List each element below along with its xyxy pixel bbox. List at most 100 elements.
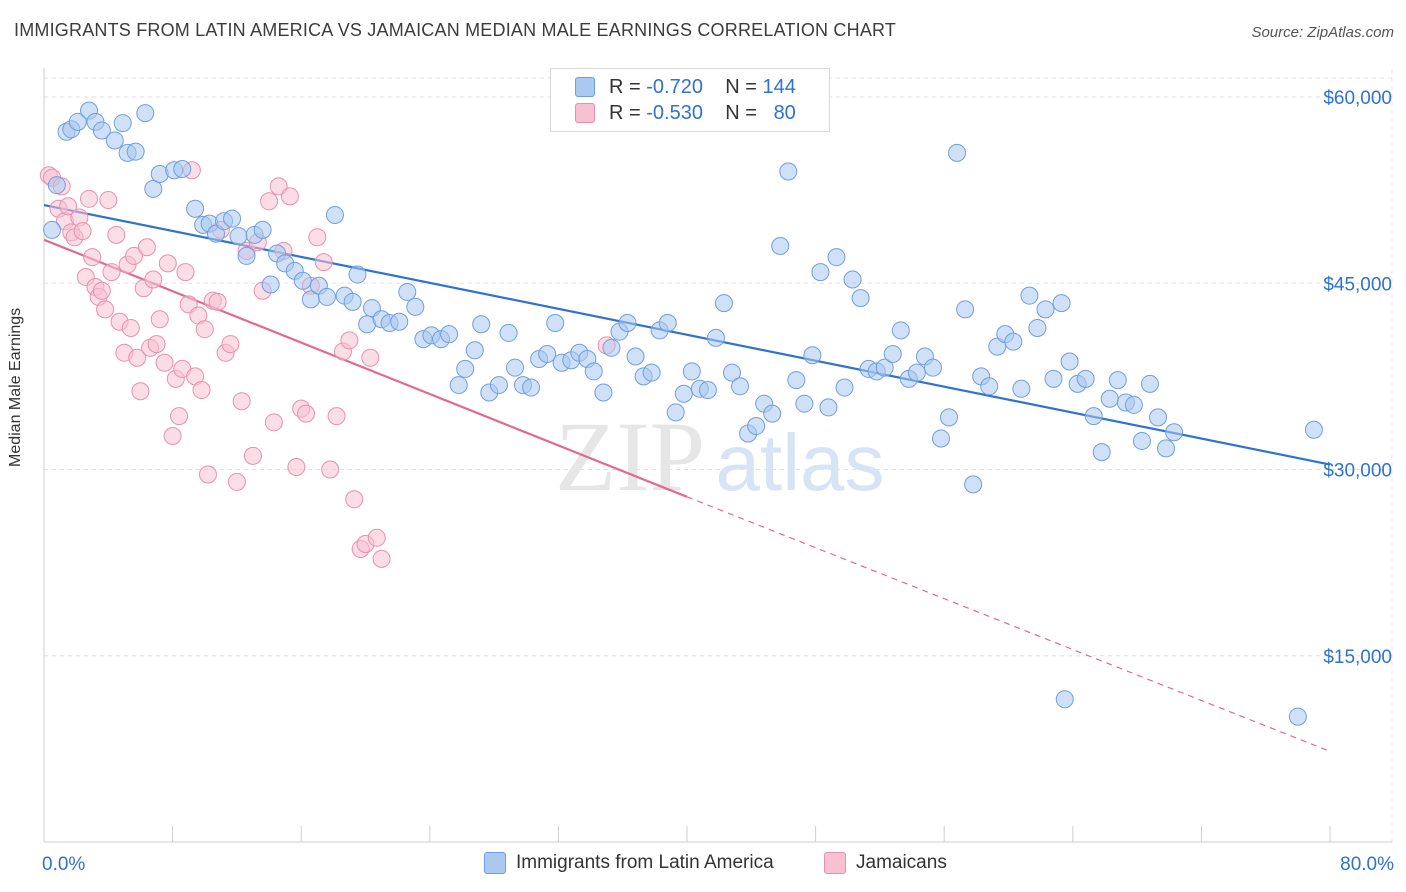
data-point-latin-america [126,142,145,161]
data-point-latin-america [787,371,806,390]
data-point-jamaicans [327,407,346,426]
data-point-jamaicans [59,197,78,216]
data-point-jamaicans [131,382,150,401]
data-point-latin-america [1132,431,1151,450]
data-point-latin-america [1304,420,1323,439]
source-label: Source: ZipAtlas.com [1251,24,1394,41]
data-point-jamaicans [121,318,140,337]
legend-item-jamaicans: Jamaicans [824,852,947,874]
data-point-latin-america [827,248,846,267]
data-point-jamaicans [232,392,251,411]
data-point-jamaicans [287,458,306,477]
data-point-latin-america [1060,352,1079,371]
data-point-latin-america [795,394,814,413]
data-point-latin-america [1140,374,1159,393]
data-point-jamaicans [170,407,189,426]
data-point-latin-america [1004,332,1023,351]
data-point-jamaicans [73,222,92,241]
data-point-latin-america [731,377,750,396]
data-point-latin-america [907,363,926,382]
data-point-latin-america [1108,371,1127,390]
data-point-latin-america [538,345,557,364]
data-point-jamaicans [264,413,283,432]
data-point-latin-america [1092,443,1111,462]
data-point-latin-america [851,289,870,308]
legend-r-label: R = [609,101,641,124]
data-point-latin-america [1124,395,1143,414]
data-point-jamaicans [221,335,240,354]
data-point-jamaicans [340,331,359,350]
data-point-latin-america [747,417,766,436]
data-point-latin-america [92,121,111,140]
data-point-jamaicans [147,335,166,354]
y-tick-label: $60,000 [1323,88,1392,109]
data-point-latin-america [698,381,717,400]
data-point-jamaicans [260,192,279,211]
data-point-latin-america [505,358,524,377]
data-point-jamaicans [128,348,147,367]
trend-line-jamaicans-extrapolated [686,496,1331,752]
data-point-jamaicans [367,528,386,547]
chart-title: IMMIGRANTS FROM LATIN AMERICA VS JAMAICA… [14,20,897,40]
data-point-latin-america [964,475,983,494]
data-point-jamaicans [163,426,182,445]
data-point-latin-america [398,282,417,301]
data-point-latin-america [1288,707,1307,726]
data-point-latin-america [779,162,798,181]
data-point-latin-america [348,265,367,284]
axes [43,68,1392,843]
data-point-latin-america [771,237,790,255]
series-latin-america [43,101,1323,726]
data-point-latin-america [980,377,999,396]
data-point-jamaicans [314,253,333,272]
data-point-jamaicans [96,300,115,319]
data-point-latin-america [706,328,725,347]
data-point-latin-america [666,403,685,422]
correlation-legend: R = -0.720 N = 144 R = -0.530 N = 80 [550,68,830,132]
data-point-latin-america [390,312,409,331]
data-point-latin-america [584,362,603,381]
data-point-jamaicans [99,191,118,210]
data-point-latin-america [714,294,733,313]
data-point-jamaicans [372,549,391,568]
y-tick-label: $15,000 [1323,647,1392,668]
data-point-latin-america [1052,294,1071,313]
data-point-latin-america [819,398,838,417]
data-point-latin-america [883,345,902,364]
data-point-latin-america [923,358,942,377]
legend-n-value: 144 [762,75,796,98]
data-point-jamaicans [80,189,99,208]
data-point-latin-america [43,220,62,239]
data-point-latin-america [626,347,645,366]
data-point-latin-america [618,313,637,332]
data-point-jamaicans [308,228,327,247]
data-point-latin-america [1028,318,1047,337]
data-point-latin-america [763,404,782,423]
data-point-latin-america [47,176,66,195]
data-point-latin-america [956,300,975,319]
y-tick-label: $45,000 [1323,274,1392,295]
legend-n-label: N = [725,101,757,124]
data-point-latin-america [456,359,475,378]
data-point-latin-america [1084,407,1103,426]
data-point-latin-america [1012,379,1031,398]
series-legend: Immigrants from Latin America Jamaicans [0,852,1406,876]
watermark: ZIP atlas [555,401,884,512]
legend-n-value: 80 [773,101,796,124]
data-point-latin-america [682,362,701,381]
data-point-jamaicans [192,381,211,400]
data-point-jamaicans [155,353,174,372]
data-point-latin-america [1157,439,1176,458]
data-point-latin-america [440,325,459,344]
data-point-jamaicans [361,348,380,367]
data-point-latin-america [144,179,163,198]
data-point-latin-america [931,429,950,448]
data-point-latin-america [1076,369,1095,388]
data-point-jamaicans [297,404,316,423]
data-point-jamaicans [176,263,195,282]
data-point-latin-america [594,383,613,402]
data-point-latin-america [891,321,910,340]
data-point-latin-america [113,114,132,133]
data-point-jamaicans [83,248,102,267]
legend-row-jamaicans: R = -0.530 N = 80 [575,101,796,125]
